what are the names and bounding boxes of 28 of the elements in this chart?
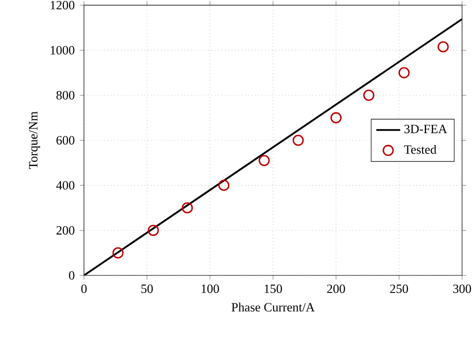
x-tick-label: 150 xyxy=(264,284,282,293)
y-tick-label: 1000 xyxy=(50,46,74,54)
point xyxy=(258,154,270,166)
y-axis-title: Torque/Nm xyxy=(29,111,40,169)
point xyxy=(112,247,124,258)
y-tick-label: 600 xyxy=(56,136,74,144)
y-tick-label: 1200 xyxy=(50,0,74,10)
y-tick-label: 200 xyxy=(56,226,74,234)
x-tick-label: 300 xyxy=(453,284,472,293)
x-tick-label: 200 xyxy=(327,284,345,293)
point xyxy=(438,41,449,52)
legend-label: 3D-FEA xyxy=(404,124,448,134)
x-tick-label: 0 xyxy=(81,284,87,293)
y-tick-label: 0 xyxy=(69,270,74,280)
point xyxy=(182,202,193,214)
point xyxy=(148,224,159,236)
point xyxy=(398,66,410,78)
y-tick-label: 800 xyxy=(56,90,74,100)
legend-label: Tested xyxy=(404,144,436,154)
x-axis-title: Phase Current/A xyxy=(232,302,315,312)
x-tick-label: 50 xyxy=(141,284,153,293)
point xyxy=(330,112,342,124)
point xyxy=(292,134,304,146)
x-tick-label: 100 xyxy=(202,284,219,293)
point xyxy=(218,180,230,191)
x-tick-label: 250 xyxy=(390,284,408,293)
y-tick-label: 400 xyxy=(56,180,74,190)
point xyxy=(363,89,374,101)
